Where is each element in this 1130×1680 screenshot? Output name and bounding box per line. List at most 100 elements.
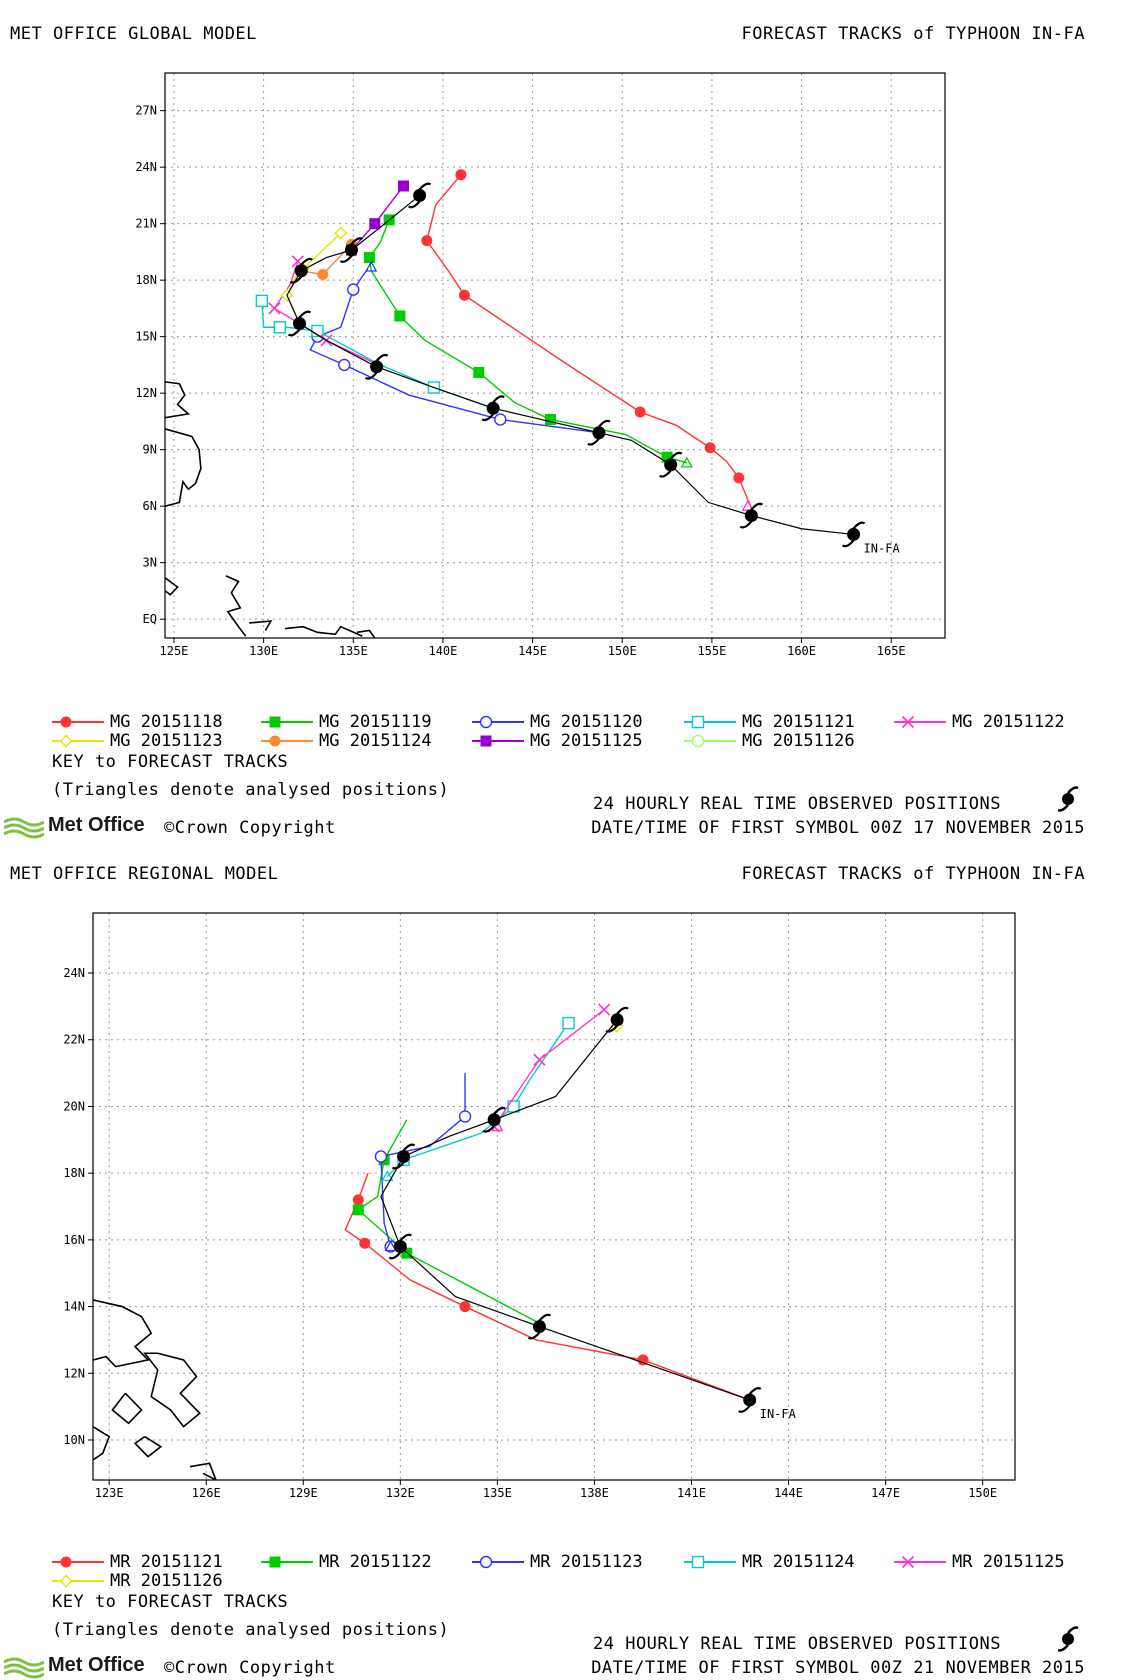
legend-label: MG 20151118 [110, 712, 223, 732]
forecast-track [421, 169, 752, 509]
legend-swatch-line [472, 721, 524, 723]
gridlines [93, 913, 1015, 1480]
legend-label: MG 20151122 [952, 712, 1065, 732]
y-tick-label: 18N [63, 1166, 85, 1180]
legend-marker-icon [691, 1555, 705, 1569]
track-line [309, 268, 600, 434]
legend-swatch-line [52, 721, 104, 723]
track-point [268, 302, 281, 315]
track-point [704, 442, 716, 454]
y-tick-label: 20N [63, 1099, 85, 1113]
y-tick-label: 3N [143, 556, 157, 570]
legend-label: MG 20151126 [742, 731, 855, 751]
key-note: (Triangles denote analysed positions) [52, 1620, 450, 1640]
legend-marker-icon [60, 716, 72, 728]
track-point [359, 1237, 371, 1249]
observed-note: 24 HOURLY REAL TIME OBSERVED POSITIONS [593, 1634, 1001, 1654]
coastline [93, 1299, 217, 1480]
legend-label: MG 20151120 [530, 712, 643, 732]
y-tick-label: EQ [143, 612, 157, 626]
legend-swatch-line [472, 1561, 524, 1563]
y-tick-label: 24N [135, 160, 157, 174]
observed-position-symbol [739, 502, 764, 529]
y-tick-label: 9N [143, 443, 157, 457]
x-tick-label: 150E [968, 1486, 997, 1500]
land-outline [225, 575, 247, 637]
x-tick-label: 126E [192, 1486, 221, 1500]
track-point [494, 413, 507, 426]
met-office-logo-icon [4, 1657, 44, 1679]
legend-marker-icon [691, 734, 705, 748]
legend-marker-icon [60, 1556, 72, 1568]
legend-swatch-line [52, 1561, 104, 1563]
key-title: KEY to FORECAST TRACKS [52, 1592, 289, 1612]
legend-label: MG 20151124 [319, 731, 432, 751]
land-outline [165, 381, 191, 419]
track-point [347, 283, 360, 296]
track-line [286, 232, 342, 324]
land-outline [249, 620, 273, 631]
observed-position-symbol [289, 257, 313, 284]
x-tick-label: 155E [697, 644, 726, 658]
x-tick-label: 144E [774, 1486, 803, 1500]
x-tick-label: 141E [677, 1486, 706, 1500]
legend-label: MR 20151124 [742, 1552, 855, 1572]
y-tick-label: 12N [135, 386, 157, 400]
forecast-track [374, 1073, 472, 1253]
x-tick-label: 135E [339, 644, 368, 658]
legend-marker-icon [269, 735, 281, 747]
x-tick-label: 125E [160, 644, 189, 658]
land-outline [189, 1462, 217, 1480]
first-symbol-date: DATE/TIME OF FIRST SYMBOL 00Z 21 NOVEMBE… [591, 1658, 1085, 1678]
x-tick-label: 140E [428, 644, 457, 658]
track-point [352, 1204, 364, 1216]
global-model-panel: MET OFFICE GLOBAL MODEL FORECAST TRACKS … [4, 24, 1085, 839]
track-point [255, 294, 269, 308]
y-tick-label: 21N [135, 217, 157, 231]
track-point [545, 414, 557, 426]
track-point [394, 310, 406, 322]
observed-position-symbol [587, 419, 611, 446]
legend-label: MR 20151122 [319, 1552, 432, 1572]
track-point [598, 1003, 611, 1016]
legend-label: MR 20151123 [530, 1552, 643, 1572]
y-tick-label: 22N [63, 1033, 85, 1047]
track-point [317, 269, 329, 281]
observed-track-line [380, 1019, 750, 1401]
x-tick-label: 130E [249, 644, 278, 658]
y-tick-label: 27N [135, 104, 157, 118]
land-outline [165, 577, 179, 596]
track-point [458, 1110, 472, 1123]
key-title: KEY to FORECAST TRACKS [52, 752, 289, 772]
forecast-track [363, 214, 687, 464]
legend-marker-icon [269, 1556, 281, 1568]
y-tick-label: 16N [63, 1233, 85, 1247]
map-canvas: 125E 130E 135E 140E 145E 150E 155E 160E 165E EQ 3N… [135, 72, 946, 658]
x-tick-label: 145E [518, 644, 547, 658]
observed-position-symbol [391, 1143, 416, 1170]
observed-position-symbol [605, 1006, 629, 1033]
gridlines [165, 73, 945, 638]
track-point [352, 1194, 364, 1206]
legend-label: MG 20151119 [319, 712, 432, 732]
observed-position-symbol [287, 310, 312, 337]
forecast-track [344, 1172, 750, 1401]
legend-label: MR 20151125 [952, 1552, 1065, 1572]
analysed-triangle [381, 1170, 394, 1182]
observed-position-symbol [339, 237, 364, 263]
track-point [374, 1150, 388, 1163]
legend-swatch-line [261, 1561, 313, 1563]
legend-swatch-line [261, 740, 313, 742]
track-point [397, 180, 409, 192]
track-point [459, 1301, 471, 1313]
track-point [661, 451, 673, 463]
legend-label: MG 20151121 [742, 712, 855, 732]
observed-position-symbol [527, 1313, 552, 1340]
track-point [473, 366, 485, 378]
x-tick-label: 129E [289, 1486, 318, 1500]
track-map: 125E 130E 135E 140E 145E 150E 155E 160E 165E EQ 3N… [100, 48, 980, 688]
forecast-track [386, 1016, 575, 1177]
legend-swatch-line [52, 1580, 104, 1582]
brand-name: Met Office [48, 814, 145, 836]
land-outline [111, 1392, 143, 1425]
